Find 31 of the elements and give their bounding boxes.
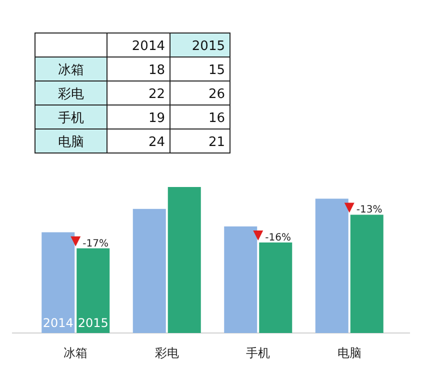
data-label: 22: [148, 87, 165, 102]
x-tick-label: 手机: [246, 346, 270, 360]
bar: [350, 214, 384, 333]
data-label: 16: [208, 111, 225, 126]
annotation: -16%: [265, 232, 291, 244]
x-tick-label: 电脑: [337, 346, 362, 360]
bar: [76, 248, 110, 333]
data-label: 19: [148, 111, 165, 126]
bar: [42, 232, 75, 333]
y-tick-label: 冰箱: [58, 63, 84, 78]
y-tick-label: 彩电: [58, 87, 84, 102]
y-tick-label: 手机: [58, 111, 84, 126]
annotation: -17%: [70, 236, 108, 250]
y-tick-label: 电脑: [58, 135, 84, 150]
series-label: 2015: [78, 316, 108, 330]
data-label: 15: [208, 63, 225, 78]
annotation: -13%: [344, 202, 382, 216]
data-label: 21: [208, 135, 225, 150]
data-label: 26: [208, 87, 225, 102]
bar: [315, 198, 348, 333]
data-label: 18: [148, 63, 165, 78]
bar: [259, 242, 292, 333]
annotation: -16%: [253, 230, 291, 244]
bar: [224, 226, 258, 333]
x-tick-label: 彩电: [154, 346, 179, 360]
bar: [168, 187, 201, 333]
series-label: 2014: [42, 316, 74, 330]
annotation: -17%: [82, 238, 108, 250]
bar: [132, 208, 166, 333]
data-label: 24: [148, 135, 165, 150]
annotation: -13%: [356, 204, 382, 216]
